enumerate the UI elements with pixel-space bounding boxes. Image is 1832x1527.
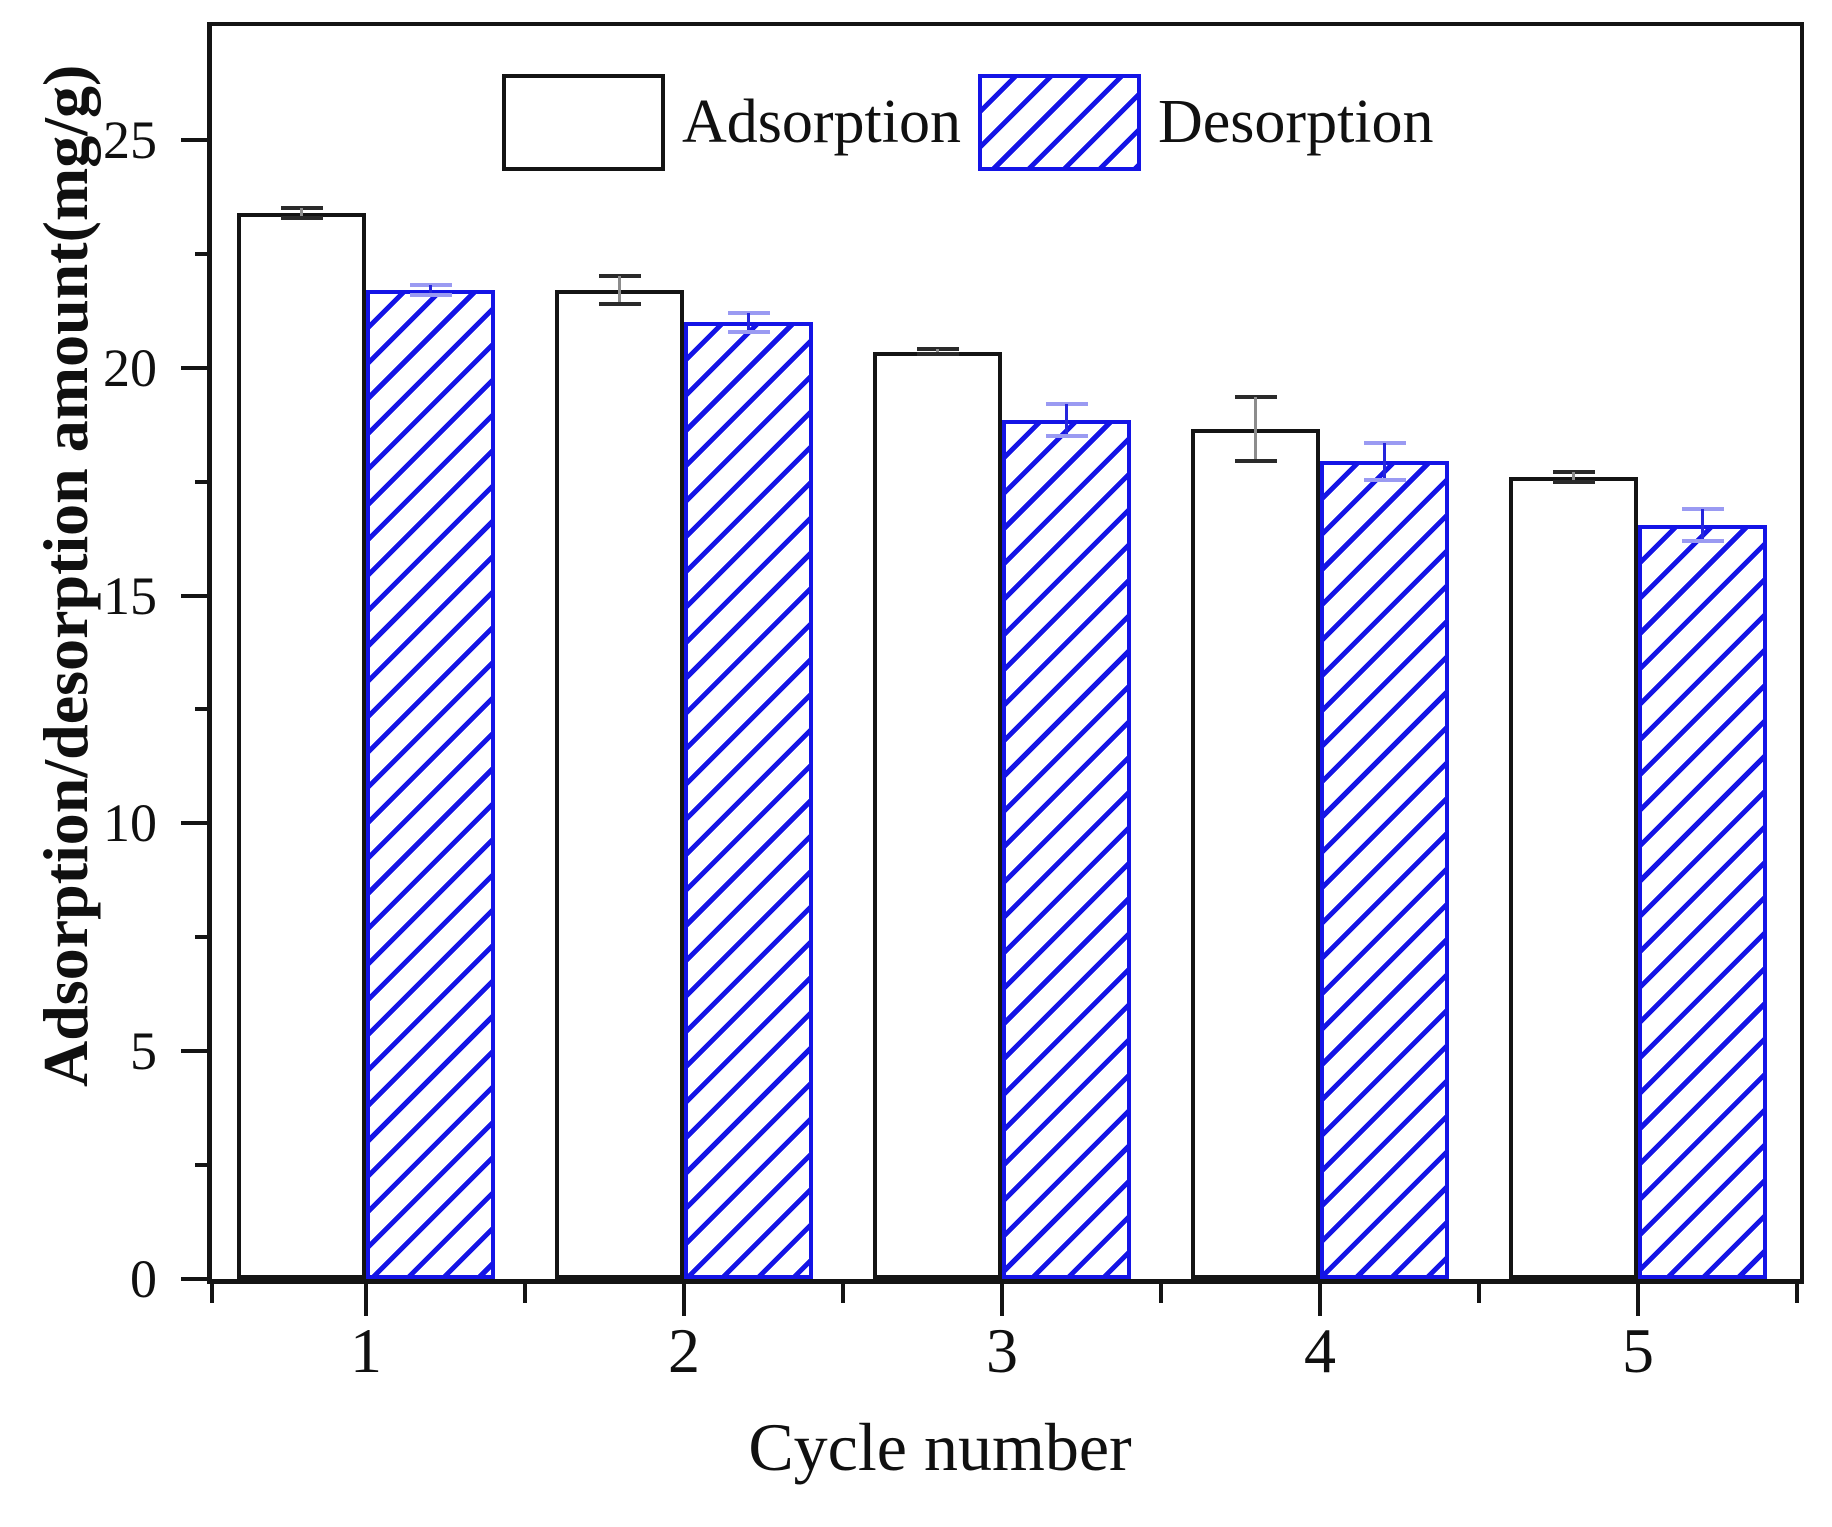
- bar-adsorption-1: [237, 213, 366, 1279]
- x-major-tick: [1636, 1283, 1640, 1316]
- bar-desorption-3: [1002, 420, 1131, 1279]
- errorbar-part: [1701, 509, 1704, 541]
- errorbar-adsorption-5: [1553, 470, 1595, 484]
- legend-label-adsorption: Adsorption: [682, 88, 961, 156]
- y-tick-label: 5: [130, 1021, 157, 1081]
- errorbar-part: [410, 293, 452, 297]
- x-tick-label: 2: [668, 1315, 700, 1386]
- errorbar-part: [599, 302, 641, 306]
- y-major-tick: [181, 821, 208, 825]
- bar-desorption-1: [366, 290, 495, 1279]
- x-minor-tick: [1159, 1283, 1163, 1303]
- errorbar-part: [1553, 480, 1595, 484]
- x-minor-tick: [210, 1283, 214, 1303]
- errorbar-adsorption-3: [917, 347, 959, 356]
- errorbar-part: [618, 276, 621, 304]
- y-major-tick: [181, 1049, 208, 1053]
- errorbar-part: [917, 352, 959, 356]
- y-minor-tick: [195, 252, 208, 256]
- y-major-tick: [181, 1277, 208, 1281]
- x-minor-tick: [523, 1283, 527, 1303]
- bar-desorption-2: [684, 322, 813, 1279]
- x-tick-label: 3: [986, 1315, 1018, 1386]
- errorbar-part: [728, 330, 770, 334]
- errorbar-part: [747, 313, 750, 332]
- errorbar-desorption-3: [1046, 402, 1088, 438]
- y-major-tick: [181, 366, 208, 370]
- errorbar-adsorption-4: [1235, 395, 1277, 463]
- y-tick-label: 20: [103, 338, 157, 398]
- legend-label-desorption: Desorption: [1158, 88, 1434, 156]
- y-minor-tick: [195, 707, 208, 711]
- errorbar-adsorption-1: [281, 206, 323, 220]
- y-tick-label: 15: [103, 566, 157, 626]
- errorbar-part: [936, 349, 939, 354]
- x-minor-tick: [841, 1283, 845, 1303]
- y-major-tick: [181, 138, 208, 142]
- errorbar-part: [1046, 434, 1088, 438]
- bar-adsorption-4: [1191, 429, 1320, 1279]
- errorbar-part: [429, 285, 432, 295]
- bar-desorption-4: [1320, 461, 1449, 1279]
- x-major-tick: [1318, 1283, 1322, 1316]
- legend: Adsorption Desorption: [502, 74, 1434, 171]
- bar-adsorption-5: [1509, 477, 1638, 1279]
- errorbar-part: [281, 216, 323, 220]
- y-tick-label: 25: [103, 110, 157, 170]
- y-tick-label: 10: [103, 793, 157, 853]
- y-minor-tick: [195, 1163, 208, 1167]
- x-major-tick: [1000, 1283, 1004, 1316]
- errorbar-part: [1383, 443, 1386, 480]
- x-tick-label: 5: [1622, 1315, 1654, 1386]
- errorbar-adsorption-2: [599, 274, 641, 306]
- bar-adsorption-3: [873, 352, 1002, 1279]
- errorbar-part: [300, 208, 303, 218]
- bar-adsorption-2: [555, 290, 684, 1279]
- errorbar-desorption-1: [410, 283, 452, 297]
- bar-desorption-5: [1638, 525, 1767, 1279]
- x-major-tick: [364, 1283, 368, 1316]
- errorbar-desorption-4: [1364, 441, 1406, 482]
- errorbar-part: [1235, 459, 1277, 463]
- errorbar-part: [1065, 404, 1068, 436]
- errorbar-desorption-2: [728, 311, 770, 334]
- errorbar-part: [1682, 539, 1724, 543]
- y-minor-tick: [195, 480, 208, 484]
- errorbar-part: [1254, 397, 1257, 461]
- y-tick-label: 0: [130, 1249, 157, 1309]
- plot-area: Adsorption Desorption Adsorption/desorpt…: [30, 22, 1804, 1485]
- errorbar-desorption-5: [1682, 507, 1724, 543]
- x-tick-label: 1: [350, 1315, 382, 1386]
- errorbar-part: [1364, 478, 1406, 482]
- x-axis-title: Cycle number: [748, 1409, 1132, 1485]
- x-minor-tick: [1795, 1283, 1799, 1303]
- legend-swatch-adsorption: [502, 74, 665, 171]
- errorbar-part: [1572, 472, 1575, 482]
- y-minor-tick: [195, 935, 208, 939]
- legend-swatch-desorption: [978, 74, 1141, 171]
- x-major-tick: [682, 1283, 686, 1316]
- y-major-tick: [181, 594, 208, 598]
- x-minor-tick: [1477, 1283, 1481, 1303]
- x-tick-label: 4: [1304, 1315, 1336, 1386]
